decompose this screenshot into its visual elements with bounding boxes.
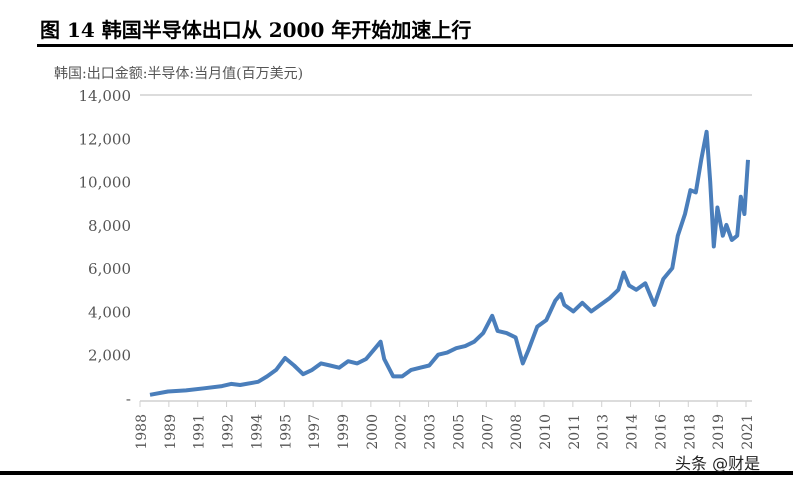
x-tick-label: 2013 (596, 414, 612, 450)
x-tick-label: 1997 (307, 414, 323, 450)
bottom-rule (0, 471, 793, 475)
x-tick-label: 1999 (336, 414, 352, 450)
x-tick-label: 2000 (365, 414, 381, 450)
x-tick-label: 2019 (711, 414, 727, 450)
x-tick-label: 2014 (625, 414, 641, 450)
y-tick-label: 2,000 (88, 347, 131, 365)
x-tick-label: 2021 (740, 414, 756, 450)
x-tick-label: 1989 (163, 414, 179, 450)
y-axis-label: 韩国:出口金额:半导体:当月值(百万美元) (54, 66, 304, 82)
y-tick-label: 6,000 (88, 260, 131, 278)
y-tick-label: 8,000 (88, 217, 131, 235)
x-tick-label: 2016 (653, 414, 669, 450)
x-tick-label: 1995 (278, 414, 294, 450)
x-tick-label: 2011 (567, 414, 583, 450)
x-tick-label: 1988 (134, 414, 150, 450)
x-tick-label: 2007 (480, 414, 496, 450)
x-tick-label: 1994 (249, 414, 265, 450)
x-tick-label: 2003 (423, 414, 439, 450)
watermark: 头条 @财是 (675, 454, 761, 473)
y-tick-label: - (126, 390, 131, 408)
y-tick-label: 10,000 (79, 174, 132, 192)
x-tick-label: 1992 (221, 414, 237, 450)
x-tick-label: 2010 (538, 414, 554, 450)
title-rule (37, 44, 793, 47)
x-tick-label: 2008 (509, 414, 525, 450)
y-tick-label: 12,000 (79, 130, 132, 148)
x-tick-label: 1991 (192, 414, 208, 450)
x-tick-label: 2018 (682, 414, 698, 450)
y-tick-label: 4,000 (88, 303, 131, 321)
x-tick-label: 2005 (451, 414, 467, 450)
figure-title: 图 14 韩国半导体出口从 2000 年开始加速上行 (40, 18, 472, 42)
series-line (149, 129, 750, 397)
y-tick-label: 14,000 (79, 87, 132, 105)
x-tick-label: 2002 (394, 414, 410, 450)
